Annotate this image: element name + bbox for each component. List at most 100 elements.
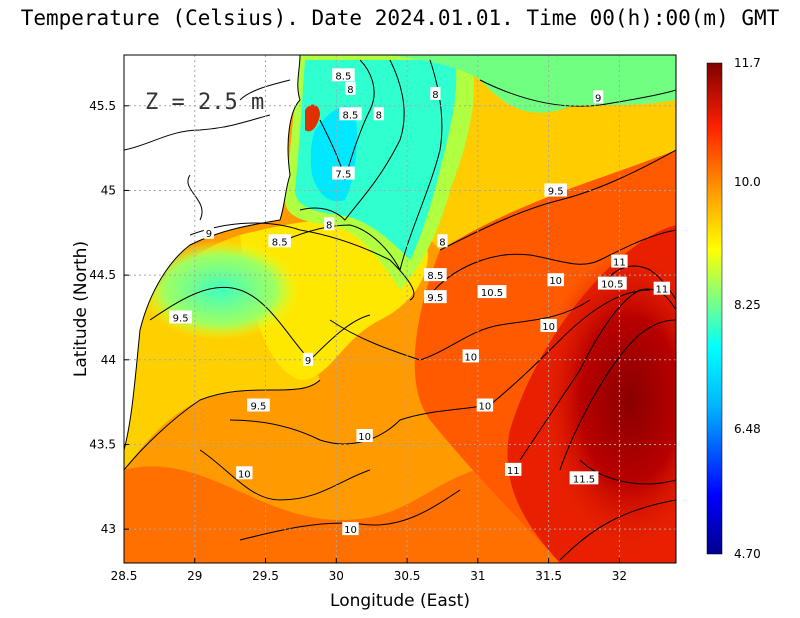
contour-label-text: 11.5 bbox=[573, 474, 595, 485]
contour-label: 10 bbox=[462, 349, 479, 363]
contour-label-text: 8.5 bbox=[335, 71, 351, 82]
y-tick-label: 44 bbox=[101, 353, 116, 367]
contour-label-text: 8.5 bbox=[427, 271, 443, 282]
contour-label: 9.5 bbox=[169, 310, 192, 324]
contour-label: 11 bbox=[611, 254, 628, 269]
contour-label: 8 bbox=[345, 81, 356, 96]
contour-label: 10 bbox=[540, 318, 557, 333]
contour-label-background bbox=[547, 273, 564, 287]
contour-line bbox=[559, 319, 676, 471]
contour-label-text: 9 bbox=[206, 229, 212, 240]
contour-label: 11.5 bbox=[569, 471, 599, 485]
contour-label: 10 bbox=[342, 522, 359, 536]
y-axis-ticks: 43 43.5 44 44.5 45 45.5 bbox=[89, 99, 129, 536]
contour-label-text: 8 bbox=[326, 220, 332, 231]
contour-label-text: 8 bbox=[347, 85, 353, 96]
contour-label-text: 10.5 bbox=[601, 280, 623, 291]
contour-label-text: 10.5 bbox=[481, 288, 503, 299]
contour-label-text: 11 bbox=[655, 285, 668, 296]
contour-label-background bbox=[424, 290, 447, 304]
contour-label-background bbox=[342, 522, 359, 536]
contour-label-background bbox=[339, 107, 362, 121]
x-tick-label: 31 bbox=[470, 569, 485, 583]
contour-label-background bbox=[593, 90, 604, 104]
contour-label-background bbox=[169, 310, 192, 324]
contour-label: 8.5 bbox=[332, 68, 355, 82]
colorbar-gradient bbox=[706, 62, 723, 555]
depth-label: Z = 2.5 m bbox=[145, 90, 264, 115]
chart-title: Temperature (Celsius). Date 2024.01.01. … bbox=[20, 6, 780, 30]
contour-label: 10 bbox=[356, 429, 373, 443]
contour-label-background bbox=[268, 234, 291, 248]
colorbar: 11.7 10.0 8.25 6.48 4.70 bbox=[706, 56, 761, 561]
contour-label-background bbox=[476, 398, 494, 412]
contour-line bbox=[239, 489, 461, 541]
contour-label-text: 7.5 bbox=[335, 170, 351, 181]
contour-label-background bbox=[236, 466, 253, 480]
x-axis-title: Longitude (East) bbox=[330, 591, 470, 611]
contour-label: 8.5 bbox=[424, 268, 447, 282]
contour-label: 11 bbox=[505, 462, 522, 477]
contour-label-background bbox=[302, 352, 314, 366]
contour-label: 9.5 bbox=[247, 398, 270, 413]
x-tick-label: 30.5 bbox=[394, 569, 421, 583]
contour-label-background bbox=[611, 254, 628, 268]
land-area bbox=[124, 55, 301, 451]
y-tick-label: 45 bbox=[101, 183, 116, 197]
contour-label: 9 bbox=[302, 352, 314, 367]
contour-label-text: 11 bbox=[507, 466, 520, 477]
x-tick-label: 29.5 bbox=[252, 569, 279, 583]
contour-line bbox=[329, 299, 591, 361]
contour-label: 7.5 bbox=[332, 166, 355, 181]
contour-label-background bbox=[203, 225, 215, 239]
contour-label-text: 8 bbox=[376, 110, 382, 121]
contour-label: 10.5 bbox=[597, 276, 627, 291]
contour-label: 10 bbox=[236, 466, 253, 480]
colorbar-tick-label: 8.25 bbox=[734, 298, 761, 312]
x-tick-label: 30 bbox=[329, 569, 344, 583]
contour-label: 10 bbox=[547, 273, 564, 287]
contour-label: 11 bbox=[653, 281, 671, 296]
contour-label-text: 10 bbox=[358, 432, 371, 443]
contour-line bbox=[599, 265, 676, 301]
contour-label-text: 10 bbox=[479, 402, 492, 413]
x-tick-label: 28.5 bbox=[111, 569, 138, 583]
contour-label-background bbox=[332, 166, 355, 180]
contour-label-text: 9 bbox=[595, 93, 601, 104]
colorbar-tick-label: 11.7 bbox=[734, 56, 761, 70]
contour-label: 9 bbox=[593, 90, 604, 104]
contour-line bbox=[189, 222, 415, 301]
contour-line bbox=[199, 449, 371, 501]
y-tick-label: 43.5 bbox=[89, 437, 116, 451]
contour-label-text: 8 bbox=[432, 90, 438, 101]
contour-label: 8 bbox=[324, 217, 335, 231]
y-tick-label: 44.5 bbox=[89, 268, 116, 282]
contour-label: 8.5 bbox=[268, 234, 291, 248]
contour-label-background bbox=[430, 86, 441, 100]
contour-label-background bbox=[462, 349, 479, 363]
contour-label-background bbox=[373, 107, 384, 121]
contour-label: 9.5 bbox=[544, 183, 567, 197]
contour-line bbox=[429, 229, 676, 296]
hot-core bbox=[540, 250, 676, 550]
contour-line bbox=[299, 59, 405, 221]
x-tick-label: 32 bbox=[612, 569, 627, 583]
y-axis-title: Latitude (North) bbox=[71, 241, 91, 377]
contour-label-text: 10 bbox=[238, 469, 251, 480]
contour-line bbox=[489, 289, 651, 406]
contour-label-background bbox=[540, 318, 557, 332]
x-tick-label: 29 bbox=[187, 569, 202, 583]
contour-line bbox=[559, 499, 676, 561]
contour-label-background bbox=[597, 276, 627, 290]
colorbar-tick-label: 10.0 bbox=[734, 175, 761, 189]
contour-label-background bbox=[437, 234, 448, 248]
colorbar-tick-label: 4.70 bbox=[734, 547, 761, 561]
contour-line bbox=[439, 149, 676, 251]
contour-label-text: 9 bbox=[305, 356, 311, 367]
contour-label-text: 8.5 bbox=[272, 237, 288, 248]
contour-label-text: 9.5 bbox=[548, 186, 564, 197]
contour-label-text: 10 bbox=[464, 352, 477, 363]
contour-label-background bbox=[345, 81, 356, 95]
temperature-field bbox=[124, 55, 676, 563]
